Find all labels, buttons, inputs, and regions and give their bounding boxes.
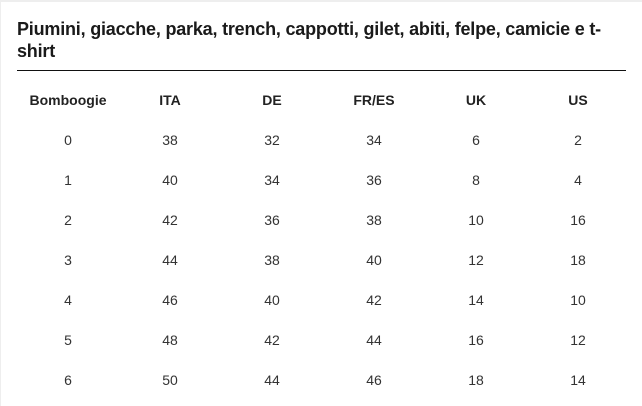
column-header: ITA [159,92,181,108]
left-border [0,0,1,406]
table-cell: 40 [366,252,382,268]
table-cell: 18 [468,372,484,388]
table-cell: 8 [472,172,480,188]
table-cell: 14 [468,292,484,308]
size-chart-table: Bomboogie ITA DE FR/ES UK US 0 38 32 34 6 2 1 40 34 36… [17,80,629,400]
table-cell: 44 [264,372,280,388]
table-row: 2 42 36 38 10 16 [17,200,629,240]
table-row: 1 40 34 36 8 4 [17,160,629,200]
table-cell: 44 [162,252,178,268]
column-header: FR/ES [353,92,395,108]
table-cell: 0 [64,132,72,148]
column-header: Bomboogie [29,92,107,108]
divider [17,70,626,71]
column-header: DE [262,92,282,108]
table-cell: 10 [468,212,484,228]
table-cell: 48 [162,332,178,348]
table-cell: 32 [264,132,280,148]
table-row: 0 38 32 34 6 2 [17,120,629,160]
table-row: 4 46 40 42 14 10 [17,280,629,320]
table-cell: 4 [574,172,582,188]
table-cell: 46 [162,292,178,308]
table-cell: 3 [64,252,72,268]
table-cell: 6 [472,132,480,148]
table-cell: 16 [570,212,586,228]
table-row: 6 50 44 46 18 14 [17,360,629,400]
column-header: US [568,92,588,108]
table-cell: 42 [162,212,178,228]
table-cell: 4 [64,292,72,308]
table-cell: 2 [64,212,72,228]
table-cell: 10 [570,292,586,308]
table-row: 3 44 38 40 12 18 [17,240,629,280]
table-cell: 40 [162,172,178,188]
table-cell: 2 [574,132,582,148]
table-cell: 14 [570,372,586,388]
table-cell: 38 [264,252,280,268]
table-cell: 42 [264,332,280,348]
table-cell: 12 [570,332,586,348]
table-header-row: Bomboogie ITA DE FR/ES UK US [17,80,629,120]
table-cell: 16 [468,332,484,348]
table-cell: 12 [468,252,484,268]
table-cell: 34 [366,132,382,148]
table-cell: 36 [366,172,382,188]
table-cell: 5 [64,332,72,348]
table-cell: 6 [64,372,72,388]
table-cell: 1 [64,172,72,188]
table-cell: 44 [366,332,382,348]
table-cell: 38 [366,212,382,228]
table-cell: 46 [366,372,382,388]
table-cell: 50 [162,372,178,388]
table-cell: 40 [264,292,280,308]
table-cell: 42 [366,292,382,308]
table-cell: 34 [264,172,280,188]
top-border [0,0,642,2]
page-title: Piumini, giacche, parka, trench, cappott… [17,19,601,61]
table-row: 5 48 42 44 16 12 [17,320,629,360]
table-cell: 38 [162,132,178,148]
table-cell: 36 [264,212,280,228]
column-header: UK [465,92,487,108]
table-cell: 18 [570,252,586,268]
